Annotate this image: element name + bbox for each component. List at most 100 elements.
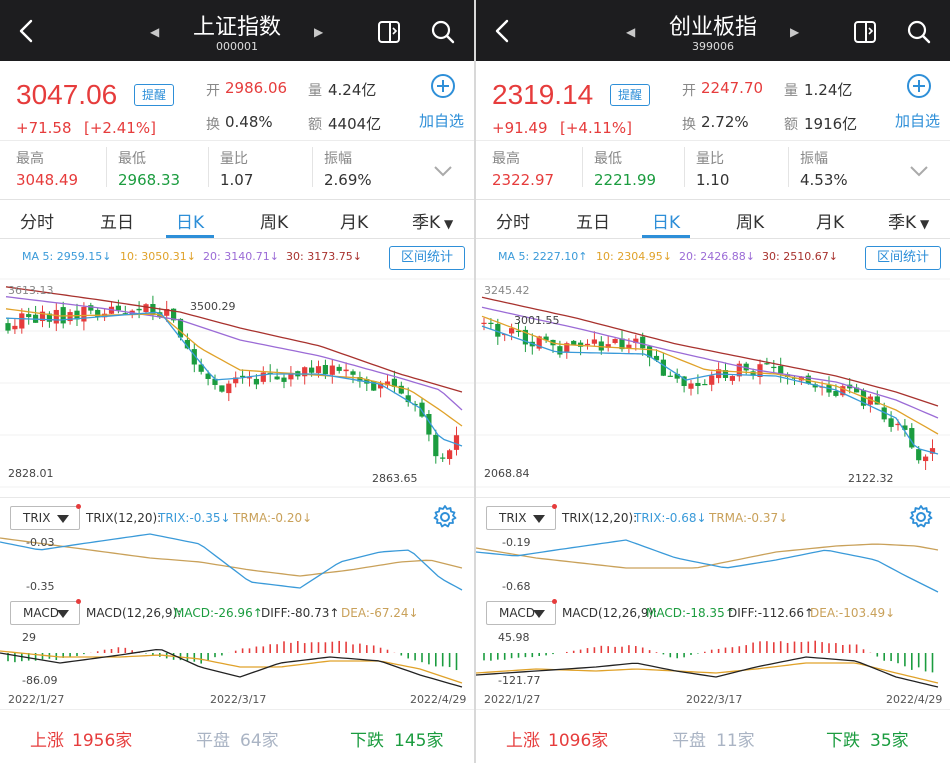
trix-selector[interactable]: TRIX <box>10 504 81 530</box>
macd-selector-label: MACD <box>23 606 59 620</box>
candle <box>5 323 11 331</box>
candle <box>53 309 59 324</box>
kline-chart[interactable] <box>476 278 950 488</box>
tab-daily-k[interactable]: 日K <box>652 213 681 233</box>
macd-row: MACD MACD(12,26,9): MACD:-18.35↑ DIFF:-1… <box>476 599 950 625</box>
tab-quarterly-k[interactable]: 季K ▼ <box>412 208 453 233</box>
candle <box>67 312 73 322</box>
next-icon[interactable]: ▶ <box>790 25 800 39</box>
candle <box>150 303 156 315</box>
amplitude-label: 振幅 <box>800 151 828 167</box>
macd-selector[interactable]: MACD <box>486 599 557 625</box>
prev-icon[interactable]: ◀ <box>150 25 160 39</box>
add-watch-button[interactable]: 加自选 <box>419 112 465 130</box>
candle <box>736 363 742 377</box>
settings-icon[interactable] <box>432 504 458 530</box>
expand-icon[interactable] <box>432 164 454 178</box>
trix-params: TRIX(12,20): <box>86 511 162 525</box>
macd-chart <box>0 640 463 688</box>
tab-daily-k[interactable]: 日K <box>176 213 205 233</box>
tab-five-day[interactable]: 五日 <box>100 213 134 233</box>
trma-value: TRMA:-0.37↓ <box>709 511 789 525</box>
kline-chart[interactable] <box>0 278 474 488</box>
remind-button[interactable]: 提醒 <box>610 84 650 106</box>
candle <box>874 396 880 405</box>
active-tab-indicator <box>642 235 690 238</box>
tab-monthly-k[interactable]: 月K <box>340 213 369 233</box>
candle <box>198 364 204 372</box>
candle <box>336 366 342 371</box>
active-tab-indicator <box>166 235 214 238</box>
expand-icon[interactable] <box>908 164 930 178</box>
candle <box>281 377 287 382</box>
candle <box>598 341 604 351</box>
tab-quarterly-k[interactable]: 季K ▼ <box>888 208 929 233</box>
period-tabs: 分时 五日 日K 周K 月K 季K ▼ <box>476 200 950 238</box>
range-stat-button[interactable]: 区间统计 <box>865 246 941 270</box>
trix-selector[interactable]: TRIX <box>486 504 557 530</box>
volume-label: 量 <box>308 83 322 99</box>
candle <box>226 383 232 394</box>
index-code: 000001 <box>216 40 258 53</box>
candle <box>288 372 294 380</box>
kline-min-label: 2863.65 <box>372 472 418 485</box>
tab-weekly-k[interactable]: 周K <box>736 213 765 233</box>
settings-icon[interactable] <box>908 504 934 530</box>
candle <box>191 349 197 365</box>
prev-icon[interactable]: ◀ <box>626 25 636 39</box>
trix-line <box>476 539 939 593</box>
last-price: 2319.14 <box>492 79 594 110</box>
tab-weekly-k[interactable]: 周K <box>260 213 289 233</box>
candle <box>653 355 660 361</box>
kline-top-label: 3613.13 <box>8 284 54 297</box>
split-screen-icon[interactable] <box>376 19 402 45</box>
add-watch-icon[interactable] <box>906 73 932 99</box>
dropdown-icon <box>533 610 545 618</box>
quote-block: 3047.06 提醒 +71.58 [+2.41%] 开 2986.06 量 4… <box>0 61 474 199</box>
dea-value: DEA:-103.49↓ <box>810 606 896 620</box>
index-title: 上证指数 <box>192 15 281 40</box>
tab-monthly-k[interactable]: 月K <box>816 213 845 233</box>
date-start: 2022/1/27 <box>8 693 65 706</box>
macd-selector[interactable]: MACD <box>10 599 81 625</box>
amount-value: 1916亿 <box>804 115 858 133</box>
candle <box>136 308 142 311</box>
tab-intraday[interactable]: 分时 <box>496 213 530 233</box>
candle <box>253 378 259 385</box>
high-label: 最高 <box>492 151 520 167</box>
ma10-value: 10: 2304.95↓ <box>596 250 672 263</box>
candle <box>633 338 639 344</box>
macd-bottom-label: -86.09 <box>22 674 58 687</box>
candle <box>219 385 225 392</box>
market-breadth: 上涨 1956家 平盘 64家 下跌 145家 <box>0 709 474 763</box>
change-percent: [+4.11%] <box>560 119 632 137</box>
search-icon[interactable] <box>430 19 456 45</box>
split-screen-icon[interactable] <box>852 19 878 45</box>
high-value: 2322.97 <box>492 171 555 189</box>
remind-button[interactable]: 提醒 <box>134 84 174 106</box>
next-icon[interactable]: ▶ <box>314 25 324 39</box>
back-icon[interactable] <box>488 16 518 46</box>
tab-five-day[interactable]: 五日 <box>576 213 610 233</box>
trix-bottom-label: -0.35 <box>26 580 55 593</box>
ma20-line <box>481 306 939 419</box>
search-icon[interactable] <box>906 19 932 45</box>
trix-bottom-label: -0.68 <box>502 580 531 593</box>
back-icon[interactable] <box>12 16 42 46</box>
add-watch-button[interactable]: 加自选 <box>895 112 941 130</box>
flat-label: 平盘 <box>672 731 706 751</box>
tabs-top-border <box>476 199 950 200</box>
macd-params: MACD(12,26,9): <box>562 606 658 620</box>
add-watch-icon[interactable] <box>430 73 456 99</box>
tab-intraday[interactable]: 分时 <box>20 213 54 233</box>
range-stat-button[interactable]: 区间统计 <box>389 246 465 270</box>
amplitude-value: 2.69% <box>324 171 372 189</box>
amplitude-value: 4.53% <box>800 171 848 189</box>
macd-top-label: 29 <box>22 631 36 644</box>
market-breadth: 上涨 1096家 平盘 11家 下跌 35家 <box>476 709 950 763</box>
down-count: 145家 <box>394 731 444 751</box>
candle <box>812 384 818 388</box>
candle <box>702 383 708 386</box>
candle <box>39 311 46 322</box>
separator <box>0 497 474 498</box>
